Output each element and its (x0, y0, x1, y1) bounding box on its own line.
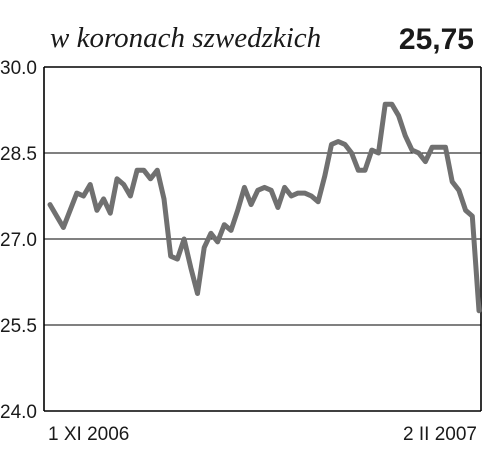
chart-title: w koronach szwedzkich (50, 22, 321, 54)
y-tick-label: 25.5 (0, 316, 37, 337)
series-line (47, 101, 482, 314)
y-tick-label: 30.0 (0, 58, 37, 79)
x-axis-end-label: 2 II 2007 (403, 424, 477, 445)
y-tick-label: 27.0 (0, 230, 37, 251)
y-tick-label: 28.5 (0, 144, 37, 165)
x-axis-start-label: 1 XI 2006 (48, 424, 129, 445)
y-tick-label: 24.0 (0, 402, 37, 423)
last-value-label: 25,75 (399, 23, 474, 56)
